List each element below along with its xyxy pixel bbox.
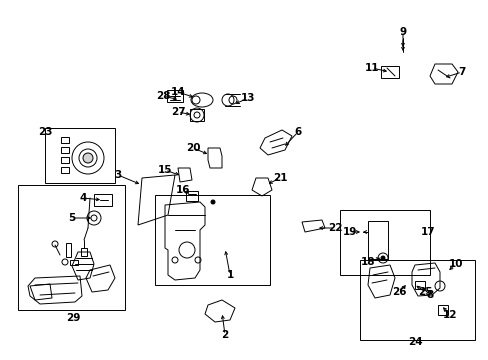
Bar xyxy=(437,305,447,315)
Bar xyxy=(155,195,269,285)
Text: 1: 1 xyxy=(226,270,233,280)
Circle shape xyxy=(83,153,93,163)
Bar xyxy=(61,157,69,163)
Bar xyxy=(167,90,183,102)
Text: 28: 28 xyxy=(156,91,170,101)
Bar xyxy=(18,185,125,310)
Text: 5: 5 xyxy=(68,213,76,223)
Circle shape xyxy=(380,256,384,260)
Text: 19: 19 xyxy=(342,227,356,237)
Text: 10: 10 xyxy=(448,259,462,269)
Bar xyxy=(190,109,203,121)
Text: 20: 20 xyxy=(185,143,200,153)
Text: 12: 12 xyxy=(442,310,456,320)
Text: 18: 18 xyxy=(360,257,374,267)
Text: 24: 24 xyxy=(407,337,422,347)
Text: 13: 13 xyxy=(240,93,255,103)
Text: 11: 11 xyxy=(364,63,379,73)
Bar xyxy=(359,260,474,340)
Bar xyxy=(70,260,78,265)
Bar xyxy=(185,191,198,201)
Text: 6: 6 xyxy=(294,127,301,137)
Bar xyxy=(61,167,69,173)
Bar xyxy=(367,221,387,259)
Bar xyxy=(81,248,87,256)
Text: 4: 4 xyxy=(79,193,86,203)
Text: 15: 15 xyxy=(158,165,172,175)
Bar xyxy=(380,66,398,78)
Text: 26: 26 xyxy=(391,287,406,297)
Circle shape xyxy=(210,200,215,204)
Text: 22: 22 xyxy=(327,223,342,233)
Text: 17: 17 xyxy=(420,227,434,237)
Text: 8: 8 xyxy=(426,290,433,300)
Text: 14: 14 xyxy=(170,87,185,97)
Bar xyxy=(414,281,424,289)
Bar xyxy=(339,210,429,275)
Bar xyxy=(45,128,115,183)
Bar xyxy=(61,137,69,143)
Text: 29: 29 xyxy=(66,313,80,323)
Text: 16: 16 xyxy=(175,185,190,195)
Bar xyxy=(65,243,70,257)
Text: 9: 9 xyxy=(399,27,406,37)
Bar xyxy=(61,147,69,153)
Text: 7: 7 xyxy=(457,67,465,77)
Text: 2: 2 xyxy=(221,330,228,340)
Text: 27: 27 xyxy=(170,107,185,117)
Text: 3: 3 xyxy=(114,170,122,180)
Bar xyxy=(94,194,112,206)
Text: 25: 25 xyxy=(417,287,431,297)
Text: 23: 23 xyxy=(38,127,52,137)
Text: 21: 21 xyxy=(272,173,286,183)
